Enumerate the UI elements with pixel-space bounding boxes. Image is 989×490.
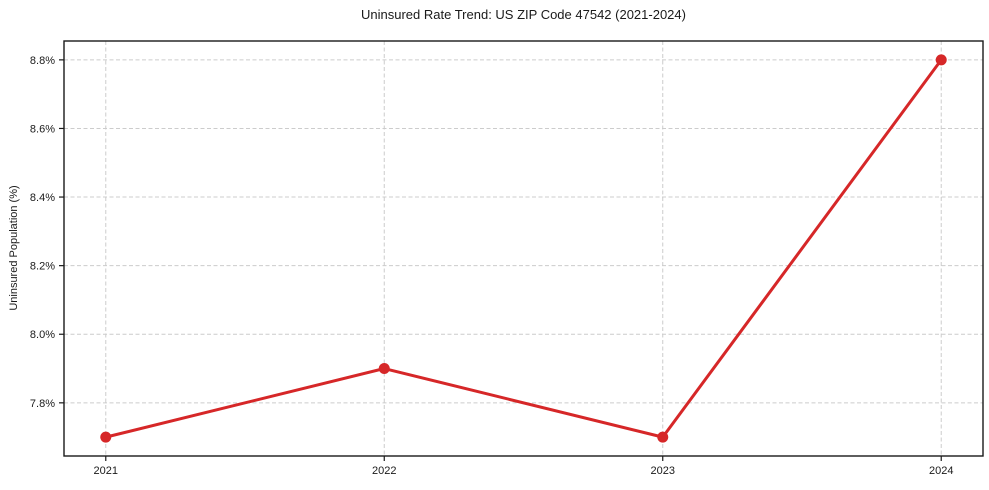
data-point-2022 [378, 363, 390, 375]
data-point-2023 [657, 431, 669, 443]
chart-title: Uninsured Rate Trend: US ZIP Code 47542 … [361, 7, 686, 22]
trend-line [104, 58, 943, 439]
y-tick-label: 7.8% [30, 398, 55, 410]
data-point-2024 [935, 54, 947, 66]
y-tick-label: 8.4% [30, 192, 55, 204]
x-tick-label: 2021 [94, 465, 118, 477]
plot-border [63, 40, 984, 457]
y-tick-label: 8.6% [30, 123, 55, 135]
y-axis-label: Uninsured Population (%) [8, 185, 20, 311]
x-tick-label: 2024 [929, 465, 953, 477]
y-tick-label: 8.2% [30, 261, 55, 273]
x-tick-label: 2023 [651, 465, 675, 477]
x-tick-label: 2022 [372, 465, 396, 477]
y-tick-label: 8.0% [30, 329, 55, 341]
data-point-2021 [100, 431, 112, 443]
y-tick-label: 8.8% [30, 55, 55, 67]
